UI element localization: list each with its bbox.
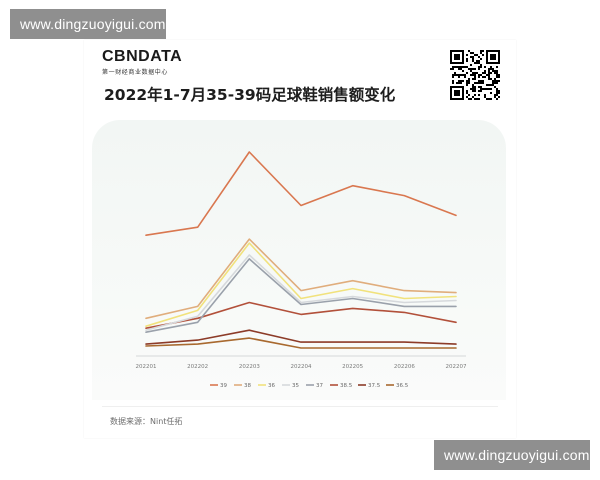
series-line-36.5	[145, 337, 457, 349]
legend-label-38.5: 38.5	[340, 383, 353, 389]
series-line-38.5	[145, 301, 457, 330]
cbndata-logo: CBNDATA 第一财经商业数据中心	[102, 48, 182, 76]
x-tick-label: 202207	[446, 364, 467, 370]
x-tick-label: 202205	[342, 364, 363, 370]
x-tick-label: 202202	[187, 364, 208, 370]
series-line-37.5	[145, 329, 457, 345]
series-line-37	[145, 258, 457, 334]
series-line-39	[145, 151, 457, 236]
legend-label-36: 36	[268, 383, 275, 389]
legend-label-37.5: 37.5	[368, 383, 381, 389]
line-chart: 202201 202202 202203 202204 202205 202206 2022…	[136, 151, 467, 389]
chart-background	[92, 120, 506, 400]
watermark-bottom: www.dingzuoyigui.com	[434, 440, 590, 470]
divider	[102, 406, 498, 407]
legend-label-35: 35	[292, 383, 299, 389]
series-line-38	[145, 238, 457, 320]
x-tick-label: 202201	[136, 364, 157, 370]
logo-subtitle: 第一财经商业数据中心	[102, 69, 169, 76]
data-source: 数据来源：Nint任拓	[110, 417, 183, 426]
chart-title: 2022年1-7月35-39码足球鞋销售额变化	[104, 86, 396, 104]
series-line-36	[145, 242, 457, 328]
legend-label-39: 39	[220, 383, 227, 389]
x-tick-label: 202204	[291, 364, 312, 370]
legend-label-36.5: 36.5	[396, 383, 409, 389]
logo-text: CBNDATA	[102, 48, 183, 65]
series-line-35	[145, 254, 457, 332]
legend-label-38: 38	[244, 383, 251, 389]
watermark-top: www.dingzuoyigui.com	[10, 9, 166, 39]
x-tick-label: 202206	[394, 364, 415, 370]
qr-code-icon	[450, 50, 500, 100]
x-tick-label: 202203	[239, 364, 260, 370]
chart-card: CBNDATA 第一财经商业数据中心 2022年1-7月35-39码足球鞋销售额…	[84, 40, 516, 438]
legend-label-37: 37	[316, 383, 323, 389]
